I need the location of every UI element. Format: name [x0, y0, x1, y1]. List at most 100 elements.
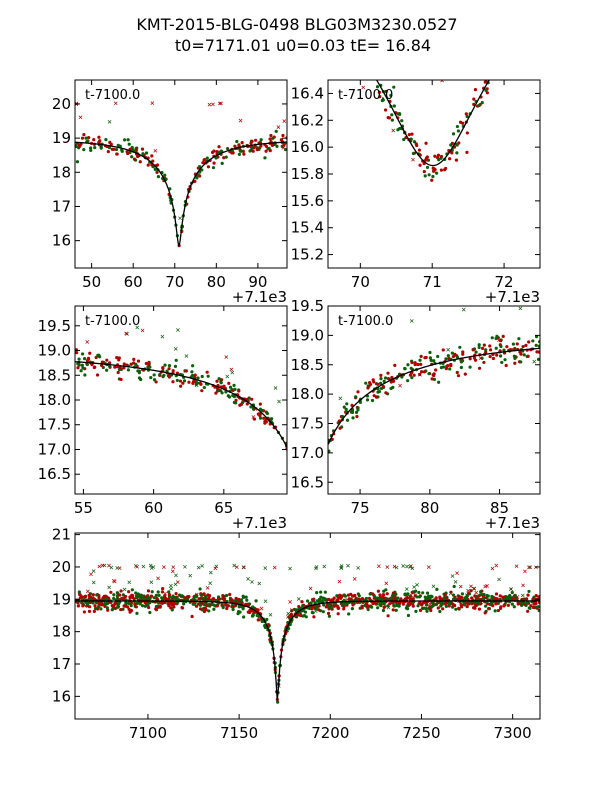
- data-point: [323, 590, 327, 594]
- panel-zoom-fall: 75 80 85 16.5 17.0 17.5 18.0 18.5 19.0 19.5 t-7100…: [291, 297, 541, 532]
- data-point: [354, 395, 358, 399]
- data-point: [515, 43, 518, 46]
- data-point: [453, 580, 458, 584]
- data-point: [77, 357, 81, 361]
- data-point: [240, 400, 245, 405]
- data-point: [143, 597, 147, 601]
- data-point: [276, 125, 281, 129]
- data-point: [498, 74, 501, 77]
- x-tick-label: 7300: [494, 724, 532, 742]
- panels: 50 60 70 80 90 16 17 18 19 20 t-7100.0 +7.1e3 70 71 72…: [38, 2, 541, 742]
- data-point: [483, 80, 487, 84]
- data-point: [234, 596, 238, 600]
- data-point: [498, 594, 502, 598]
- plot-frame: [74, 305, 288, 495]
- data-point: [500, 75, 503, 78]
- data-point: [406, 379, 410, 383]
- data-point: [471, 586, 476, 591]
- data-point: [484, 88, 488, 92]
- data-point: [244, 595, 248, 599]
- data-point: [460, 605, 464, 609]
- data-point: [491, 604, 495, 608]
- data-point: [184, 354, 189, 358]
- y-tick-label: 18.5: [291, 356, 324, 374]
- y-tick-label: 21: [52, 526, 71, 544]
- x-tick-label: 75: [351, 499, 370, 517]
- data-point: [214, 156, 218, 160]
- data-point: [161, 366, 165, 370]
- data-point: [485, 584, 489, 588]
- data-point: [518, 306, 523, 311]
- data-point: [389, 380, 393, 384]
- data-point: [221, 597, 225, 601]
- data-point: [436, 606, 440, 610]
- data-point: [506, 596, 510, 600]
- data-points: [75, 101, 287, 248]
- data-point: [338, 396, 343, 401]
- data-point: [263, 156, 267, 160]
- data-point: [347, 612, 351, 616]
- data-point: [233, 144, 237, 148]
- data-point: [461, 352, 465, 356]
- data-point: [304, 615, 308, 619]
- data-point: [441, 348, 445, 352]
- data-point: [501, 44, 504, 47]
- data-point: [205, 156, 209, 160]
- data-point: [127, 580, 132, 585]
- data-point: [344, 407, 348, 411]
- data-point: [155, 170, 159, 175]
- y-tick-label: 19.5: [291, 297, 324, 315]
- data-point: [254, 599, 258, 603]
- data-point: [147, 605, 151, 610]
- data-point: [504, 363, 508, 368]
- data-point: [376, 606, 380, 610]
- data-point: [80, 595, 84, 599]
- data-point: [365, 67, 368, 70]
- data-point: [421, 591, 425, 595]
- data-point: [97, 135, 101, 139]
- data-point: [217, 597, 221, 601]
- data-point: [411, 604, 415, 608]
- data-point: [256, 608, 260, 612]
- data-point: [513, 361, 517, 365]
- y-tick-label: 19.5: [38, 317, 71, 335]
- data-point: [448, 157, 452, 161]
- data-point: [388, 602, 392, 606]
- data-point: [366, 386, 370, 390]
- data-point: [182, 379, 187, 383]
- data-point: [424, 606, 428, 611]
- data-point: [474, 590, 479, 595]
- data-point: [206, 374, 210, 378]
- plot-frame: [74, 79, 288, 269]
- x-tick-label: 70: [165, 273, 184, 291]
- data-point: [238, 118, 243, 123]
- data-point: [536, 2, 539, 5]
- data-point: [190, 373, 195, 378]
- data-point: [326, 611, 331, 615]
- data-point: [115, 591, 119, 595]
- data-point: [455, 124, 459, 129]
- data-point: [271, 136, 275, 140]
- data-point: [444, 604, 448, 608]
- x-tick-label: 72: [495, 273, 514, 291]
- data-point: [331, 10, 334, 13]
- data-point: [534, 605, 538, 609]
- data-point: [457, 606, 461, 611]
- data-point: [172, 602, 176, 606]
- data-point: [207, 609, 211, 613]
- data-point: [379, 373, 383, 377]
- data-point: [303, 610, 308, 614]
- data-point: [537, 595, 540, 599]
- data-point: [262, 416, 266, 420]
- data-point: [239, 598, 243, 602]
- data-point: [490, 596, 494, 600]
- data-point: [523, 25, 526, 28]
- data-point: [454, 158, 459, 162]
- y-tick-label: 15.4: [291, 219, 324, 237]
- data-point: [147, 360, 151, 364]
- panel-full-season: 7100 7150 7200 7250 7300 16 17 18 19 20 21: [52, 526, 541, 742]
- data-point: [513, 355, 517, 359]
- data-point: [423, 174, 427, 178]
- data-point: [455, 355, 460, 359]
- data-point: [124, 601, 128, 605]
